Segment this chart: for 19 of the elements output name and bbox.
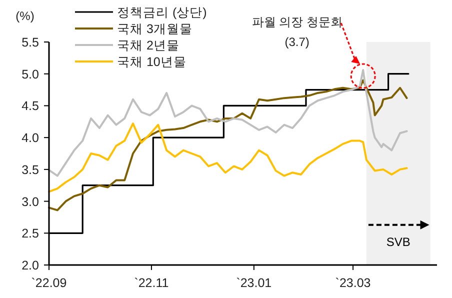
x-tick-label: `23.01 bbox=[236, 276, 272, 290]
y-tick-label: 4.5 bbox=[22, 99, 40, 114]
band-label: SVB bbox=[386, 234, 410, 249]
y-tick-label: 3.0 bbox=[22, 194, 40, 209]
y-tick-label: 5.5 bbox=[22, 36, 40, 50]
x-tick-label: `22.11 bbox=[134, 276, 169, 290]
y-tick-label: 4.0 bbox=[22, 131, 40, 146]
legend-label: 국채 3개월물 bbox=[117, 22, 192, 36]
annotation: 파월 의장 청문회 (3.7) bbox=[252, 15, 342, 50]
y-tick-label: 5.0 bbox=[22, 67, 40, 82]
y-axis-title: (%) bbox=[16, 9, 34, 23]
legend-label: 정책금리 (상단) bbox=[117, 6, 207, 20]
x-tick-label: `23.03 bbox=[335, 276, 371, 290]
x-tick-label: `22.09 bbox=[31, 276, 67, 290]
y-tick-label: 3.5 bbox=[22, 162, 40, 177]
y-tick-label: 2.0 bbox=[22, 258, 40, 272]
y-tick-label: 2.5 bbox=[22, 226, 40, 241]
legend-label: 국채 10년물 bbox=[117, 55, 186, 69]
legend-label: 국채 2년물 bbox=[117, 38, 180, 52]
